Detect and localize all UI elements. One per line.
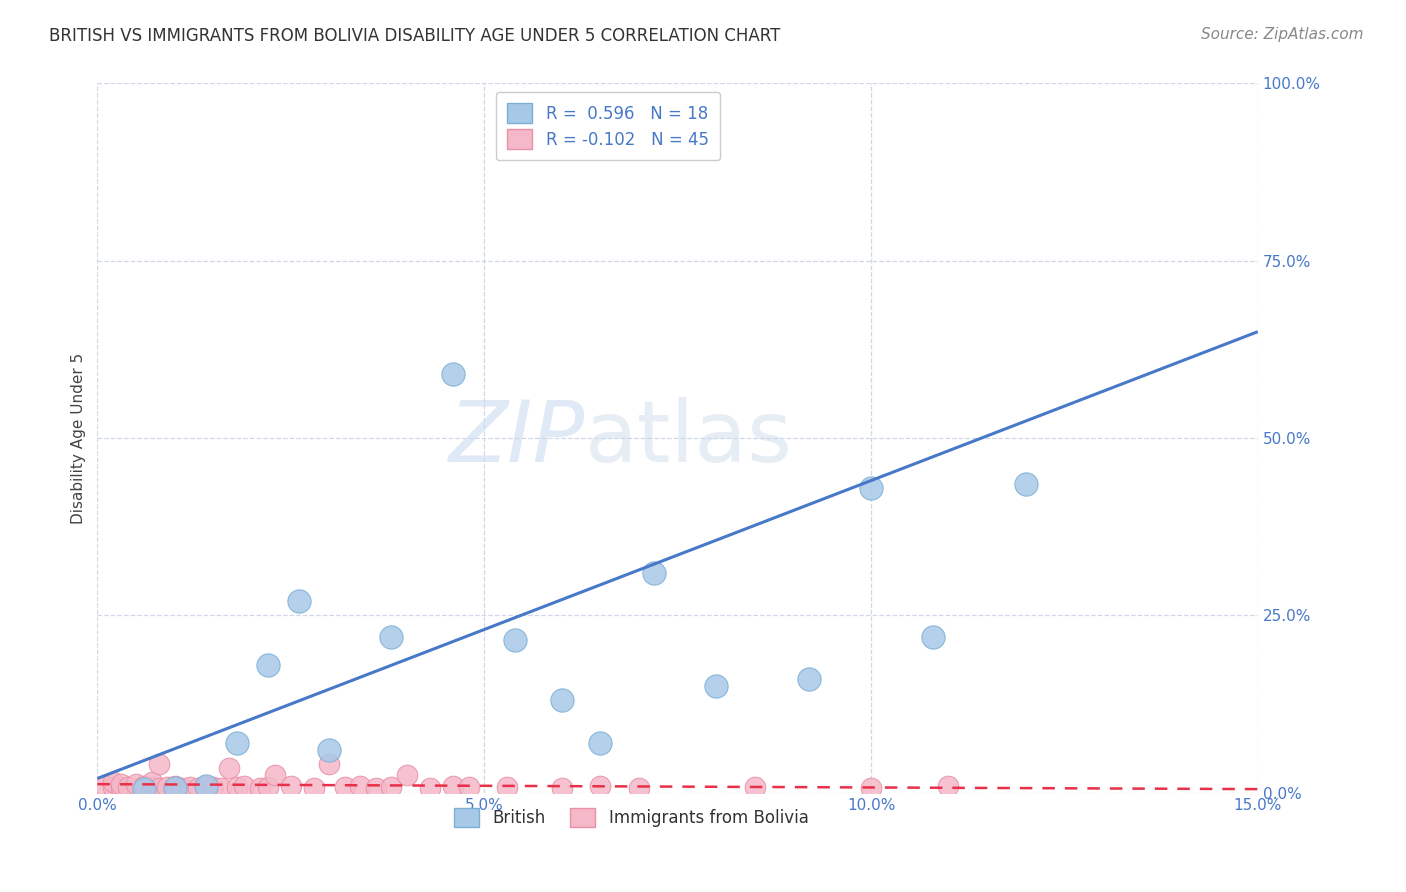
British (643, 566, 665, 580)
Immigrants from Bolivia (148, 781, 170, 796)
British (132, 782, 155, 797)
Immigrants from Bolivia (209, 781, 232, 796)
Immigrants from Bolivia (132, 779, 155, 793)
Immigrants from Bolivia (233, 779, 256, 793)
Immigrants from Bolivia (349, 779, 371, 793)
Immigrants from Bolivia (249, 781, 271, 796)
British (1015, 477, 1038, 491)
Immigrants from Bolivia (395, 768, 418, 782)
British (256, 658, 278, 673)
British (704, 679, 727, 693)
British (441, 368, 464, 382)
Immigrants from Bolivia (859, 781, 882, 796)
British (318, 743, 340, 757)
Immigrants from Bolivia (101, 775, 124, 789)
British (225, 736, 247, 750)
British (163, 780, 186, 795)
Text: BRITISH VS IMMIGRANTS FROM BOLIVIA DISABILITY AGE UNDER 5 CORRELATION CHART: BRITISH VS IMMIGRANTS FROM BOLIVIA DISAB… (49, 27, 780, 45)
Immigrants from Bolivia (457, 780, 479, 794)
Immigrants from Bolivia (141, 780, 163, 794)
Text: atlas: atlas (585, 397, 793, 480)
British (589, 736, 612, 750)
Immigrants from Bolivia (333, 780, 356, 794)
Immigrants from Bolivia (550, 781, 572, 796)
Immigrants from Bolivia (302, 781, 325, 796)
Immigrants from Bolivia (117, 780, 139, 794)
Immigrants from Bolivia (627, 781, 650, 796)
Immigrants from Bolivia (110, 777, 132, 791)
British (859, 481, 882, 495)
Immigrants from Bolivia (101, 780, 124, 794)
Immigrants from Bolivia (380, 780, 402, 794)
Immigrants from Bolivia (187, 781, 209, 796)
Immigrants from Bolivia (148, 757, 170, 772)
Immigrants from Bolivia (202, 780, 225, 794)
Immigrants from Bolivia (132, 781, 155, 796)
Immigrants from Bolivia (264, 768, 287, 782)
British (503, 633, 526, 648)
Immigrants from Bolivia (194, 779, 217, 793)
British (550, 693, 572, 707)
British (380, 630, 402, 644)
Immigrants from Bolivia (318, 757, 340, 772)
Immigrants from Bolivia (125, 777, 148, 791)
British (287, 594, 309, 608)
Y-axis label: Disability Age Under 5: Disability Age Under 5 (72, 352, 86, 524)
Text: ZIP: ZIP (449, 397, 585, 480)
Immigrants from Bolivia (280, 779, 302, 793)
Immigrants from Bolivia (172, 781, 194, 796)
Immigrants from Bolivia (110, 781, 132, 796)
British (797, 672, 820, 686)
Immigrants from Bolivia (156, 780, 179, 794)
Legend: British, Immigrants from Bolivia: British, Immigrants from Bolivia (447, 801, 815, 834)
Immigrants from Bolivia (225, 780, 247, 794)
Immigrants from Bolivia (938, 779, 960, 793)
Text: Source: ZipAtlas.com: Source: ZipAtlas.com (1201, 27, 1364, 42)
Immigrants from Bolivia (419, 781, 441, 796)
Immigrants from Bolivia (441, 779, 464, 793)
Immigrants from Bolivia (179, 780, 201, 794)
Immigrants from Bolivia (218, 761, 240, 775)
Immigrants from Bolivia (589, 779, 612, 793)
Immigrants from Bolivia (744, 780, 766, 794)
Immigrants from Bolivia (94, 779, 117, 793)
Immigrants from Bolivia (256, 780, 278, 794)
Immigrants from Bolivia (364, 781, 387, 796)
British (194, 779, 217, 793)
Immigrants from Bolivia (496, 780, 519, 794)
British (922, 630, 945, 644)
Immigrants from Bolivia (163, 779, 186, 793)
Immigrants from Bolivia (141, 775, 163, 789)
